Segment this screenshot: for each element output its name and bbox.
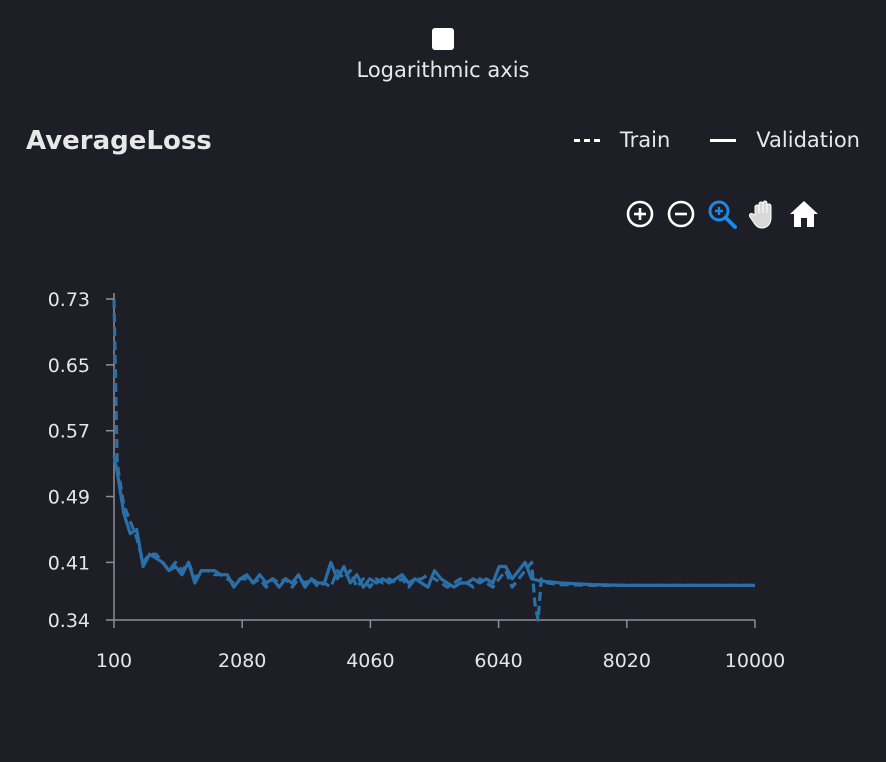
legend-label-validation: Validation (756, 128, 860, 152)
zoom-in-button[interactable] (624, 198, 656, 230)
log-axis-toggle: Logarithmic axis (0, 28, 886, 82)
legend-item-train[interactable]: Train (573, 128, 671, 152)
chart-toolbar (624, 198, 829, 230)
legend: Train Validation (534, 128, 860, 152)
y-tick-label: 0.57 (48, 421, 90, 443)
zoom-select-icon (708, 200, 737, 229)
home-icon (790, 201, 818, 227)
pan-button[interactable] (747, 198, 779, 230)
y-tick-label: 0.65 (48, 355, 90, 377)
log-axis-label: Logarithmic axis (356, 58, 530, 82)
series-line-validation (112, 455, 755, 589)
x-tick-label: 100 (96, 650, 132, 672)
zoom-out-icon (667, 200, 695, 228)
legend-swatch-dashed (573, 138, 600, 142)
legend-swatch-solid (710, 138, 737, 142)
legend-item-validation[interactable]: Validation (710, 128, 860, 152)
zoom-out-button[interactable] (665, 198, 697, 230)
home-button[interactable] (788, 198, 820, 230)
x-tick-label: 10000 (725, 650, 785, 672)
y-tick-label: 0.49 (48, 487, 90, 509)
series-line-train (112, 298, 755, 622)
y-tick-label: 0.41 (48, 552, 90, 574)
zoom-in-icon (626, 200, 654, 228)
y-tick-label: 0.34 (48, 610, 90, 632)
y-tick-label: 0.73 (48, 289, 90, 311)
x-tick-label: 8020 (603, 650, 651, 672)
pan-icon (748, 200, 772, 229)
x-tick-label: 2080 (218, 650, 266, 672)
zoom-select-button[interactable] (706, 198, 738, 230)
chart-title: AverageLoss (26, 126, 212, 156)
log-axis-checkbox[interactable] (432, 28, 454, 50)
x-tick-label: 6040 (474, 650, 522, 672)
legend-label-train: Train (619, 128, 671, 152)
x-tick-label: 4060 (346, 650, 394, 672)
